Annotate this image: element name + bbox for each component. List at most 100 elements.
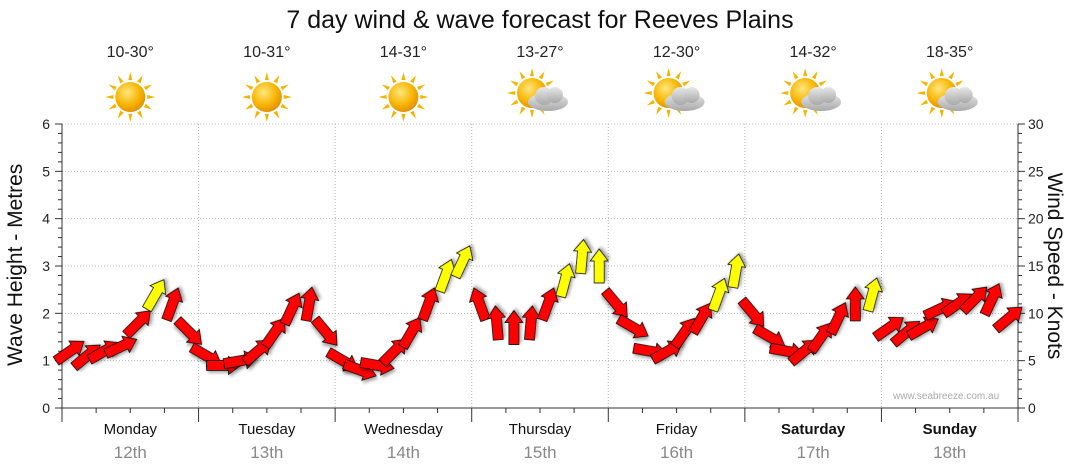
sun-ray: [939, 109, 944, 118]
sun-ray: [280, 103, 289, 110]
sun-ray: [519, 71, 526, 80]
wind-arrow: [434, 258, 457, 294]
wind-arrow: [279, 292, 303, 327]
sun-ray: [105, 95, 114, 99]
sun-ray: [128, 113, 133, 122]
wind-arrow: [589, 248, 610, 284]
sun-icon: [241, 72, 292, 122]
sun-ray: [538, 71, 545, 80]
wind-arrow: [398, 317, 423, 351]
temperature-range: 10-30°: [106, 44, 154, 61]
right-tick-label: 10: [1028, 305, 1044, 321]
partly-cloudy-icon: [780, 68, 842, 118]
day-date: 12th: [113, 443, 147, 462]
wind-arrow: [173, 316, 202, 345]
sun-ray: [818, 80, 827, 87]
sun-ray: [381, 103, 390, 110]
cloud-shape: [937, 87, 978, 111]
sun-ray: [920, 99, 929, 106]
sun-ray: [682, 80, 691, 87]
sun-disc: [115, 82, 146, 112]
sun-ray: [803, 68, 808, 77]
wind-arrow: [825, 302, 850, 337]
wind-arrow: [486, 305, 507, 341]
wind-arrow: [845, 286, 866, 322]
sun-ray: [417, 103, 426, 110]
sun-ray: [530, 68, 534, 77]
wind-arrow: [600, 287, 628, 318]
cloud-part: [820, 87, 837, 103]
sun-ray: [254, 75, 261, 84]
sun-ray: [108, 84, 117, 91]
right-tick-label: 15: [1028, 258, 1044, 274]
right-tick-label: 20: [1028, 211, 1044, 227]
sun-ray: [510, 80, 519, 87]
temperature-range: 10-31°: [243, 44, 291, 61]
wind-arrow: [450, 245, 474, 280]
sun-ray: [545, 80, 554, 87]
wind-arrow: [555, 263, 576, 299]
sun-ray: [147, 95, 156, 99]
day-name: Sunday: [922, 421, 977, 438]
sun-ray: [136, 110, 143, 119]
sun-ray: [108, 103, 117, 110]
sun-ray: [783, 99, 792, 106]
day-date: 14th: [386, 443, 420, 462]
right-tick-label: 0: [1028, 400, 1036, 416]
day-date: 16th: [660, 443, 694, 462]
wind-arrow: [122, 310, 151, 339]
sun-ray: [646, 80, 655, 87]
sun-ray: [143, 84, 152, 91]
sun-ray: [264, 113, 269, 122]
sun-ray: [390, 110, 397, 119]
cloud-shape: [801, 87, 842, 111]
wind-arrow: [649, 340, 683, 365]
sun-ray: [273, 110, 280, 119]
partly-cloudy-icon: [643, 68, 705, 118]
sun-ray: [948, 71, 955, 80]
wind-arrow: [260, 317, 286, 350]
wind-arrow: [468, 287, 491, 323]
day-name: Friday: [655, 421, 698, 438]
sun-ray: [273, 75, 280, 84]
wind-arrow: [615, 314, 649, 339]
sun-disc: [251, 82, 282, 112]
temperature-range: 13-27°: [516, 44, 564, 61]
temperature-range: 12-30°: [652, 44, 701, 61]
sun-ray: [955, 80, 964, 87]
wind-arrow: [905, 316, 939, 341]
sun-ray: [939, 68, 944, 77]
sun-ray: [410, 75, 416, 84]
left-tick-label: 2: [42, 305, 50, 321]
sun-disc: [388, 82, 419, 112]
sun-icon: [105, 72, 156, 122]
wind-arrow: [52, 340, 85, 366]
temperature-range: 14-32°: [789, 44, 837, 61]
temperature-range: 18-35°: [926, 44, 974, 61]
sun-ray: [811, 71, 818, 80]
day-date: 15th: [523, 443, 557, 462]
wind-arrow: [992, 306, 1023, 334]
left-tick-label: 0: [42, 400, 50, 416]
sun-ray: [666, 68, 671, 77]
wind-arrows: [52, 238, 1023, 381]
sun-ray: [143, 103, 152, 110]
wind-arrow: [300, 286, 320, 322]
credit-text: www.seabreeze.com.au: [893, 391, 1000, 402]
sun-ray: [507, 91, 516, 95]
wind-arrow: [872, 316, 904, 342]
sun-ray: [783, 80, 792, 87]
cloud-shape: [664, 87, 705, 111]
sun-ray: [803, 109, 808, 118]
sun-ray: [510, 99, 519, 106]
sun-ray: [417, 84, 426, 91]
sun-ray: [530, 109, 534, 118]
day-name: Saturday: [781, 421, 846, 438]
cloud-part: [956, 87, 973, 103]
chart-title: 7 day wind & wave forecast for Reeves Pl…: [286, 6, 794, 34]
sun-ray: [245, 84, 254, 91]
wind-arrow: [521, 305, 542, 341]
sun-ray: [401, 72, 406, 81]
sun-ray: [381, 84, 390, 91]
